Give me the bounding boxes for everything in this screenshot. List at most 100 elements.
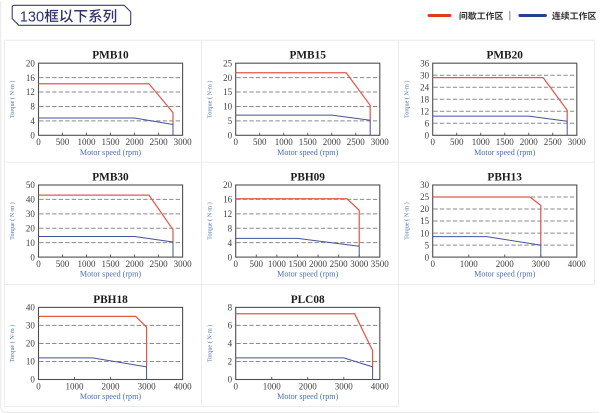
- svg-text:500: 500: [253, 137, 267, 147]
- svg-text:10: 10: [420, 228, 430, 238]
- svg-text:4000: 4000: [174, 381, 193, 391]
- svg-text:PMB30: PMB30: [92, 172, 129, 184]
- svg-text:30: 30: [420, 70, 430, 80]
- svg-text:30: 30: [26, 209, 36, 219]
- svg-text:30: 30: [420, 180, 430, 190]
- svg-text:Motor speed (rpm): Motor speed (rpm): [474, 270, 535, 279]
- svg-text:2000: 2000: [496, 259, 515, 269]
- svg-text:0: 0: [36, 259, 41, 269]
- svg-text:500: 500: [56, 259, 70, 269]
- svg-text:1500: 1500: [102, 137, 121, 147]
- svg-text:0: 0: [36, 381, 41, 391]
- svg-text:20: 20: [26, 58, 36, 68]
- svg-text:2000: 2000: [126, 259, 145, 269]
- svg-text:0: 0: [228, 131, 233, 141]
- svg-text:2000: 2000: [520, 137, 539, 147]
- svg-text:1000: 1000: [78, 259, 97, 269]
- svg-text:5: 5: [228, 116, 233, 126]
- svg-text:Motor speed (rpm): Motor speed (rpm): [277, 148, 338, 157]
- svg-text:25: 25: [223, 58, 233, 68]
- svg-text:20: 20: [223, 180, 233, 190]
- svg-text:6: 6: [425, 118, 430, 128]
- svg-text:PBH09: PBH09: [290, 172, 325, 184]
- svg-text:3000: 3000: [174, 259, 193, 269]
- svg-text:16: 16: [223, 195, 233, 205]
- svg-text:40: 40: [26, 303, 36, 313]
- svg-text:30: 30: [26, 321, 36, 331]
- svg-text:Motor speed (rpm): Motor speed (rpm): [80, 148, 141, 157]
- svg-text:2500: 2500: [347, 137, 366, 147]
- svg-text:5: 5: [425, 240, 430, 250]
- svg-text:1500: 1500: [496, 137, 515, 147]
- svg-text:0: 0: [233, 381, 238, 391]
- svg-text:20: 20: [223, 73, 233, 83]
- svg-text:6: 6: [228, 321, 233, 331]
- svg-text:3000: 3000: [568, 137, 587, 147]
- svg-text:1500: 1500: [288, 259, 307, 269]
- svg-text:0: 0: [233, 137, 238, 147]
- svg-text:8: 8: [30, 102, 35, 112]
- svg-text:130: 130: [20, 9, 44, 25]
- svg-text:1000: 1000: [472, 137, 491, 147]
- svg-text:15: 15: [420, 216, 430, 226]
- svg-text:1000: 1000: [460, 259, 479, 269]
- svg-text:0: 0: [425, 252, 430, 262]
- svg-text:Torque ( N·m ): Torque ( N·m ): [9, 81, 16, 119]
- svg-text:PLC08: PLC08: [291, 294, 325, 306]
- svg-text:4000: 4000: [568, 259, 587, 269]
- svg-text:40: 40: [26, 195, 36, 205]
- svg-text:Motor speed (rpm): Motor speed (rpm): [80, 392, 141, 401]
- svg-text:Torque ( N·m ): Torque ( N·m ): [206, 81, 213, 119]
- svg-text:Torque ( N·m ): Torque ( N·m ): [9, 202, 16, 240]
- svg-text:1500: 1500: [102, 259, 121, 269]
- svg-text:0: 0: [36, 137, 41, 147]
- svg-text:PMB20: PMB20: [486, 50, 523, 62]
- svg-text:0: 0: [30, 252, 35, 262]
- svg-text:500: 500: [450, 137, 464, 147]
- svg-text:0: 0: [425, 131, 430, 141]
- svg-text:0: 0: [228, 375, 233, 385]
- svg-text:3000: 3000: [350, 259, 369, 269]
- svg-text:0: 0: [228, 252, 233, 262]
- svg-text:Torque ( N·m ): Torque ( N·m ): [9, 325, 16, 363]
- svg-text:10: 10: [26, 357, 36, 367]
- svg-text:20: 20: [26, 339, 36, 349]
- svg-text:PBH18: PBH18: [93, 294, 128, 306]
- svg-text:Motor speed (rpm): Motor speed (rpm): [474, 148, 535, 157]
- svg-text:8: 8: [228, 223, 233, 233]
- svg-text:2500: 2500: [150, 259, 169, 269]
- svg-text:1500: 1500: [299, 137, 318, 147]
- svg-text:2000: 2000: [126, 137, 145, 147]
- svg-text:12: 12: [26, 87, 35, 97]
- svg-text:4: 4: [30, 116, 35, 126]
- svg-text:0: 0: [30, 375, 35, 385]
- svg-text:Motor speed (rpm): Motor speed (rpm): [277, 392, 338, 401]
- svg-text:3000: 3000: [138, 381, 157, 391]
- svg-text:50: 50: [26, 180, 36, 190]
- svg-text:1000: 1000: [66, 381, 85, 391]
- svg-text:15: 15: [223, 87, 233, 97]
- svg-text:1000: 1000: [263, 381, 282, 391]
- svg-text:4000: 4000: [371, 381, 390, 391]
- svg-text:4: 4: [228, 238, 233, 248]
- svg-text:3000: 3000: [532, 259, 551, 269]
- svg-text:36: 36: [420, 58, 430, 68]
- svg-text:Torque ( N·m ): Torque ( N·m ): [206, 325, 213, 363]
- svg-text:2500: 2500: [544, 137, 563, 147]
- svg-text:4: 4: [228, 339, 233, 349]
- svg-text:2000: 2000: [323, 137, 342, 147]
- svg-text:Torque ( N·m ): Torque ( N·m ): [206, 202, 213, 240]
- svg-text:3500: 3500: [371, 259, 390, 269]
- svg-text:3000: 3000: [371, 137, 390, 147]
- svg-text:PMB10: PMB10: [92, 50, 129, 62]
- svg-text:25: 25: [420, 192, 430, 202]
- svg-text:3000: 3000: [174, 137, 193, 147]
- svg-text:12: 12: [223, 209, 232, 219]
- svg-text:Motor speed (rpm): Motor speed (rpm): [80, 270, 141, 279]
- svg-text:0: 0: [430, 137, 435, 147]
- svg-text:2500: 2500: [150, 137, 169, 147]
- svg-text:0: 0: [30, 131, 35, 141]
- svg-text:12: 12: [420, 106, 429, 116]
- svg-text:Motor speed (rpm): Motor speed (rpm): [277, 270, 338, 279]
- svg-text:500: 500: [56, 137, 70, 147]
